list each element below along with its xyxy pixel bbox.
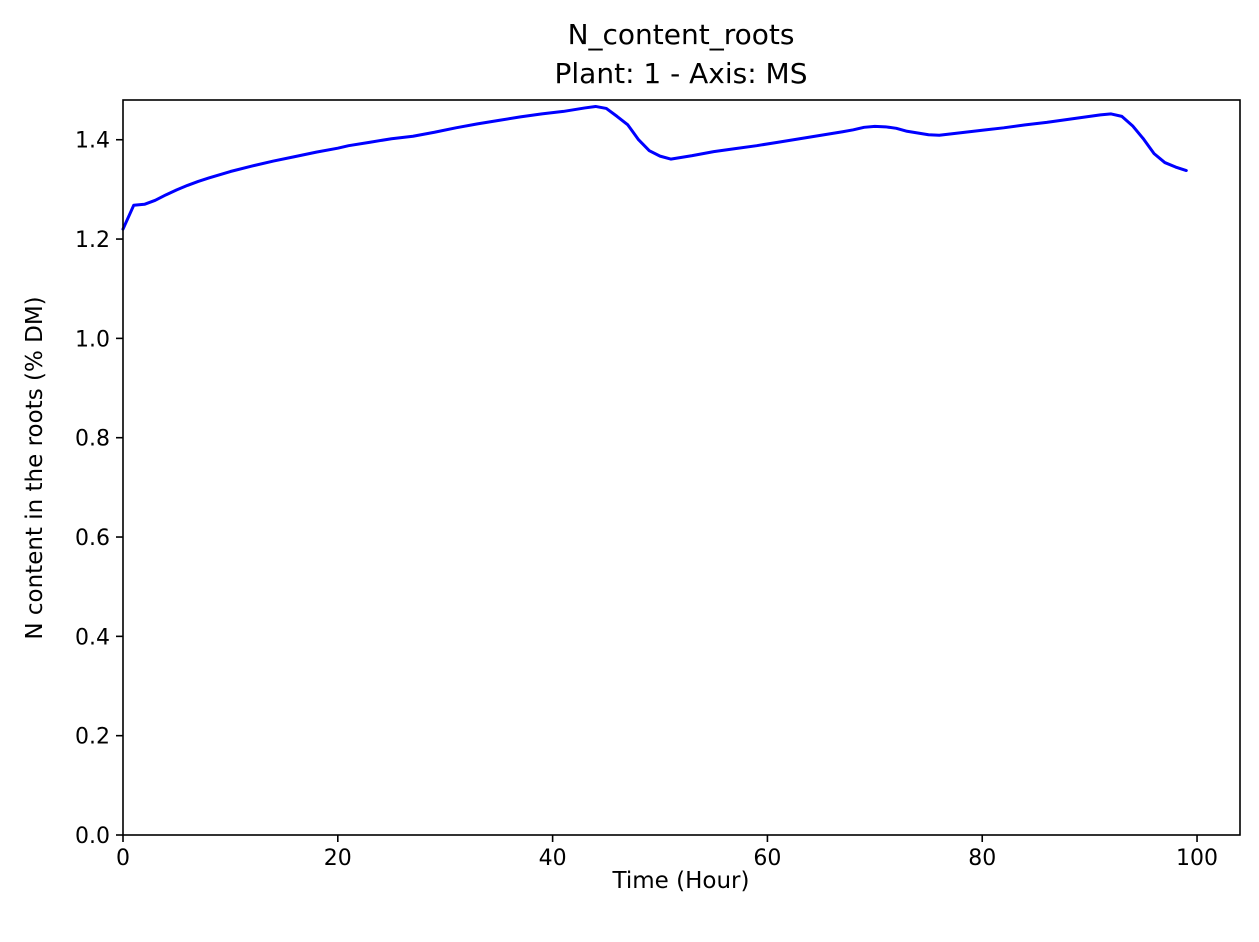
y-tick-label: 1.4 xyxy=(75,129,110,154)
x-axis-label: Time (Hour) xyxy=(612,868,750,894)
x-tick-label: 20 xyxy=(324,846,352,871)
plot-area-frame xyxy=(122,99,1241,836)
y-tick-label: 0.2 xyxy=(75,725,110,750)
chart-subtitle: Plant: 1 - Axis: MS xyxy=(555,57,808,90)
series-layer xyxy=(121,104,1188,231)
x-axis-ticks: 0 20 40 60 80 100 xyxy=(116,835,1218,871)
x-tick-label: 60 xyxy=(753,846,781,871)
y-axis-label: N content in the roots (% DM) xyxy=(22,296,48,639)
y-tick-label: 1.2 xyxy=(75,228,110,253)
y-tick-label: 0.6 xyxy=(75,526,110,551)
y-tick-label: 1.0 xyxy=(75,327,110,352)
y-tick-label: 0.0 xyxy=(75,824,110,849)
series-line-0 xyxy=(121,104,1188,231)
chart-title: N_content_roots xyxy=(568,18,795,51)
x-tick-label: 40 xyxy=(539,846,567,871)
x-tick-label: 80 xyxy=(968,846,996,871)
y-tick-label: 0.4 xyxy=(75,625,110,650)
y-axis-ticks: 0.0 0.2 0.4 0.6 0.8 1.0 1.2 1.4 xyxy=(75,129,123,849)
x-tick-label: 100 xyxy=(1176,846,1218,871)
x-tick-label: 0 xyxy=(116,846,130,871)
y-tick-label: 0.8 xyxy=(75,427,110,452)
